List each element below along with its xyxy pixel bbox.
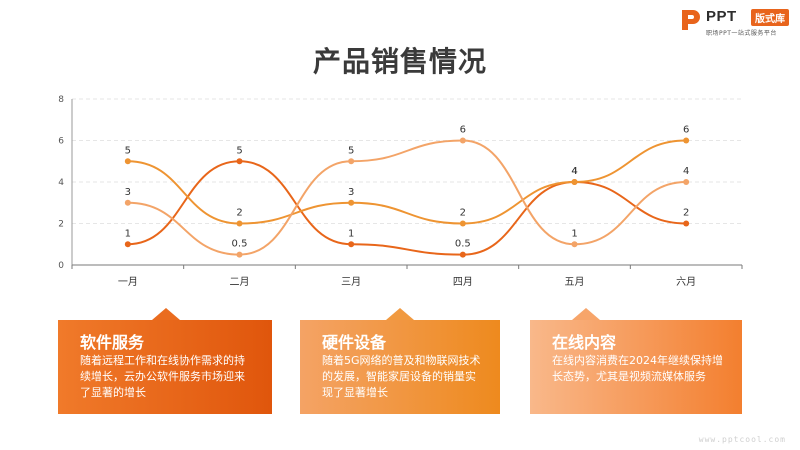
x-tick-label: 一月 (118, 276, 138, 288)
data-point (348, 158, 355, 165)
data-point (571, 241, 578, 248)
logo-name: PPT (706, 8, 737, 25)
card-pointer (386, 308, 414, 320)
data-point (459, 220, 466, 227)
footer-url: www.pptcool.com (698, 435, 786, 444)
card-body: 随着5G网络的普及和物联网技术的发展，智能家居设备的销量实现了显著增长 (322, 354, 481, 399)
card-online-content: 在线内容 在线内容消费在2024年继续保持增长态势，尤其是视频流媒体服务 (530, 308, 742, 414)
data-point (124, 241, 131, 248)
series-line (127, 139, 687, 256)
y-tick-label: 0 (58, 261, 64, 271)
card-title: 在线内容 (552, 333, 617, 352)
card-software-services: 软件服务 随着远程工作和在线协作需求的持续增长，云办公软件服务市场迎来了显著的增… (58, 308, 272, 414)
slide-title: 产品销售情况 (312, 45, 487, 78)
data-label: 5 (125, 145, 131, 156)
data-point (236, 251, 243, 258)
data-point (124, 158, 131, 165)
chart-series (124, 137, 690, 258)
data-point (236, 158, 243, 165)
data-point (459, 137, 466, 144)
data-label: 3 (348, 187, 354, 198)
card-pointer (572, 308, 600, 320)
logo-badge: 版式库 (751, 9, 789, 26)
series-line (127, 160, 687, 256)
x-tick-label: 五月 (565, 276, 585, 288)
data-label: 5 (236, 145, 242, 156)
data-point (683, 137, 690, 144)
x-tick-label: 六月 (676, 276, 696, 288)
data-label: 6 (460, 125, 466, 136)
data-label: 2 (460, 208, 466, 219)
data-label: 4 (571, 166, 577, 177)
data-point (236, 220, 243, 227)
chart-axes: 0 2 4 6 8 一月 二月 三月 四月 五月 六月 (58, 95, 743, 288)
y-tick-label: 6 (58, 137, 64, 147)
data-label: 2 (236, 208, 242, 219)
series-line (127, 139, 687, 225)
logo-tagline: 职场PPT一站式服务平台 (706, 30, 777, 37)
card-body: 随着远程工作和在线协作需求的持续增长，云办公软件服务市场迎来了显著的增长 (80, 354, 245, 399)
data-label: 5 (348, 145, 354, 156)
y-tick-label: 2 (58, 220, 64, 230)
chart-grid (72, 98, 742, 224)
card-pointer (152, 308, 180, 320)
card-title: 硬件设备 (322, 333, 387, 352)
data-label: 2 (683, 208, 689, 219)
data-point (348, 241, 355, 248)
data-label: 1 (571, 228, 577, 239)
data-label: 4 (683, 166, 689, 177)
data-label: 0.5 (455, 239, 471, 250)
y-tick-label: 4 (58, 178, 64, 188)
y-tick-label: 8 (58, 95, 64, 105)
card-title: 软件服务 (80, 333, 145, 352)
x-tick-label: 四月 (453, 276, 473, 288)
sales-line-chart: 0 2 4 6 8 一月 二月 三月 四月 五月 六月 1 5 1 0.5 4 2 5 2 3 2 4 6 3 0.5 5 6 1 4 (58, 95, 743, 288)
card-body: 在线内容消费在2024年继续保持增长态势，尤其是视频流媒体服务 (552, 354, 723, 383)
data-label: 3 (125, 187, 131, 198)
data-point (459, 251, 466, 258)
logo-p-icon (682, 10, 700, 30)
data-point (571, 179, 578, 185)
data-label: 1 (348, 228, 354, 239)
brand-logo: PPT 版式库 职场PPT一站式服务平台 (680, 8, 795, 38)
card-hardware-devices: 硬件设备 随着5G网络的普及和物联网技术的发展，智能家居设备的销量实现了显著增长 (300, 308, 500, 414)
data-label: 4 (571, 166, 577, 177)
data-label: 1 (125, 228, 131, 239)
data-point (348, 199, 355, 206)
data-point (683, 220, 690, 227)
x-tick-label: 三月 (341, 276, 361, 288)
data-point (124, 199, 131, 206)
data-label: 6 (683, 125, 689, 136)
x-tick-label: 二月 (230, 276, 250, 288)
data-label: 0.5 (232, 239, 248, 250)
data-point (683, 179, 690, 185)
